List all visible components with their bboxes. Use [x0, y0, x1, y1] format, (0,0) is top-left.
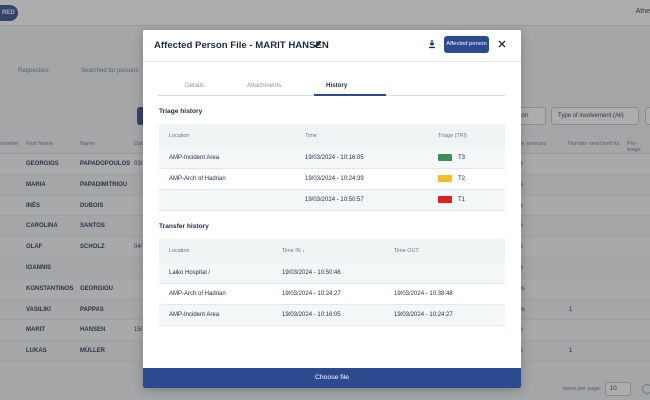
- tab-details[interactable]: Details: [185, 82, 204, 89]
- top-bar: RED Athe: [0, 0, 650, 26]
- transfer-col-location: Location: [169, 248, 190, 254]
- active-tab-indicator: [314, 94, 386, 96]
- transfer-location-cell: AMP-Arch of Hadrian: [169, 291, 226, 297]
- transfer-location-cell: AMP-Incident Area: [169, 312, 220, 318]
- name-cell: PAPPAS: [80, 306, 104, 313]
- header-divider: [143, 61, 521, 62]
- triage-col-level: Triage (TRI): [438, 133, 467, 139]
- name-cell: HANSEN: [80, 327, 106, 334]
- triage-history-table: Location Time Triage (TRI) AMP-Incident …: [159, 124, 505, 211]
- tab-history[interactable]: History: [326, 82, 348, 89]
- first-name-cell: IOANNIS: [26, 264, 52, 271]
- triage-color-swatch: [438, 175, 452, 182]
- date-cell: 04/: [134, 244, 143, 251]
- affected-person-modal: Affected Person File - MARIT HANSEN Affe…: [143, 30, 521, 388]
- transfer-col-time-in[interactable]: Time IN ↓: [282, 248, 305, 254]
- transfer-history-heading: Transfer history: [159, 223, 209, 230]
- tab-requesters[interactable]: Requesters: [18, 68, 49, 74]
- transfer-time-out-cell: 19/03/2024 - 10:38:48: [394, 291, 453, 297]
- triage-col-location: Location: [169, 133, 190, 139]
- col-first-name: First Name: [26, 141, 53, 147]
- modal-tabs: Details Attachments History: [158, 74, 505, 96]
- searched-count-cell: 1: [569, 306, 573, 313]
- transfer-time-in-cell: 19/03/2024 - 10:24:27: [282, 291, 341, 297]
- transfer-location-cell: Laiko Hospital /: [169, 270, 211, 276]
- name-cell: DUBOIS: [80, 202, 104, 209]
- triage-row: 19/03/2024 - 10:50:57 T1: [159, 190, 505, 211]
- triage-level-cell: T1: [458, 197, 466, 203]
- name-cell: SCHOLZ: [80, 244, 105, 251]
- date-cell: 15/: [134, 327, 143, 334]
- modal-header: Affected Person File - MARIT HANSEN Affe…: [143, 30, 521, 60]
- triage-time-cell: 19/03/2024 - 10:24:39: [305, 176, 364, 182]
- first-name-cell: OLAF: [26, 244, 43, 251]
- close-icon[interactable]: [497, 39, 507, 49]
- transfer-col-time-out: Time OUT: [394, 248, 419, 254]
- triage-time-cell: 19/03/2024 - 10:16:05: [305, 155, 364, 161]
- transfer-row: AMP-Incident Area 19/03/2024 - 10:16:05 19…: [159, 305, 505, 326]
- triage-level-cell: T3: [458, 155, 466, 161]
- first-name-cell: MARIA: [26, 181, 46, 188]
- choose-file-button[interactable]: Choose file: [143, 368, 521, 388]
- transfer-time-in-cell: 19/03/2024 - 10:16:05: [282, 312, 341, 318]
- affected-person-button[interactable]: Affected person: [444, 36, 489, 53]
- triage-col-time: Time: [305, 133, 317, 139]
- modal-title: Affected Person File - MARIT HANSEN: [154, 40, 329, 51]
- name-cell: PAPADOPOULOS: [80, 161, 131, 167]
- download-icon[interactable]: [427, 39, 437, 49]
- transfer-history-table: Location Time IN ↓ Time OUT Laiko Hospit…: [159, 239, 505, 326]
- filter-button[interactable]: [137, 107, 147, 125]
- first-name-cell: VASILIKI: [26, 306, 51, 313]
- tab-searched-persons[interactable]: Searched for persons: [81, 68, 139, 74]
- first-name-cell: CAROLINA: [26, 223, 58, 230]
- first-name-cell: LUKAS: [26, 348, 47, 355]
- first-name-cell: INÈS: [26, 202, 41, 209]
- triage-history-heading: Triage history: [159, 108, 203, 115]
- col-date: Dat: [134, 141, 143, 147]
- col-pretriage: Pre-triage: [627, 141, 641, 153]
- name-cell: GEORGIOU: [80, 285, 114, 292]
- transfer-time-out-cell: 19/03/2024 - 10:24:27: [394, 312, 453, 318]
- user-label[interactable]: Athe: [635, 8, 650, 15]
- transfer-time-in-cell: 19/03/2024 - 10:50:46: [282, 270, 341, 276]
- name-cell: MÜLLER: [80, 348, 105, 355]
- items-per-page-select[interactable]: 10: [605, 382, 631, 396]
- extra-filter[interactable]: [645, 107, 650, 125]
- col-searched: Number searched for: [568, 141, 620, 147]
- first-name-cell: MARIT: [26, 327, 45, 334]
- triage-level-cell: T2: [458, 176, 466, 182]
- date-cell: 03/: [134, 161, 143, 167]
- pager-next-icon[interactable]: [642, 384, 650, 394]
- triage-location-cell: AMP-Incident Area: [169, 155, 220, 161]
- triage-location-cell: AMP-Arch of Hadrian: [169, 176, 226, 182]
- first-name-cell: GEORGIOS: [26, 161, 59, 167]
- transfer-table-header: Location Time IN ↓ Time OUT: [159, 239, 505, 263]
- triage-color-swatch: [438, 196, 452, 203]
- col-care: aft care services: [506, 141, 547, 147]
- transfer-row: AMP-Arch of Hadrian 19/03/2024 - 10:24:27…: [159, 284, 505, 305]
- triage-table-header: Location Time Triage (TRI): [159, 124, 505, 148]
- col-number: number: [0, 141, 19, 147]
- searched-count-cell: 1: [569, 348, 573, 355]
- pencil-icon[interactable]: [313, 39, 323, 49]
- triage-time-cell: 19/03/2024 - 10:50:57: [305, 197, 364, 203]
- tab-attachments[interactable]: Attachments: [247, 82, 282, 89]
- triage-row: AMP-Incident Area 19/03/2024 - 10:16:05 T3: [159, 148, 505, 169]
- status-pill[interactable]: RED: [0, 5, 18, 21]
- transfer-row: Laiko Hospital / 19/03/2024 - 10:50:46: [159, 263, 505, 284]
- name-cell: SANTOS: [80, 223, 105, 230]
- first-name-cell: KONSTANTINOS: [26, 285, 74, 292]
- col-name: Name: [80, 141, 95, 147]
- involvement-filter[interactable]: Type of involvement (All): [551, 107, 639, 125]
- triage-color-swatch: [438, 154, 452, 161]
- name-cell: PAPADIMITRIOU: [80, 181, 128, 188]
- sub-tabs: Requesters Searched for persons: [0, 62, 650, 82]
- pagination: Items per page: 10: [0, 378, 650, 400]
- triage-row: AMP-Arch of Hadrian 19/03/2024 - 10:24:39…: [159, 169, 505, 190]
- items-per-page-label: Items per page:: [563, 386, 602, 392]
